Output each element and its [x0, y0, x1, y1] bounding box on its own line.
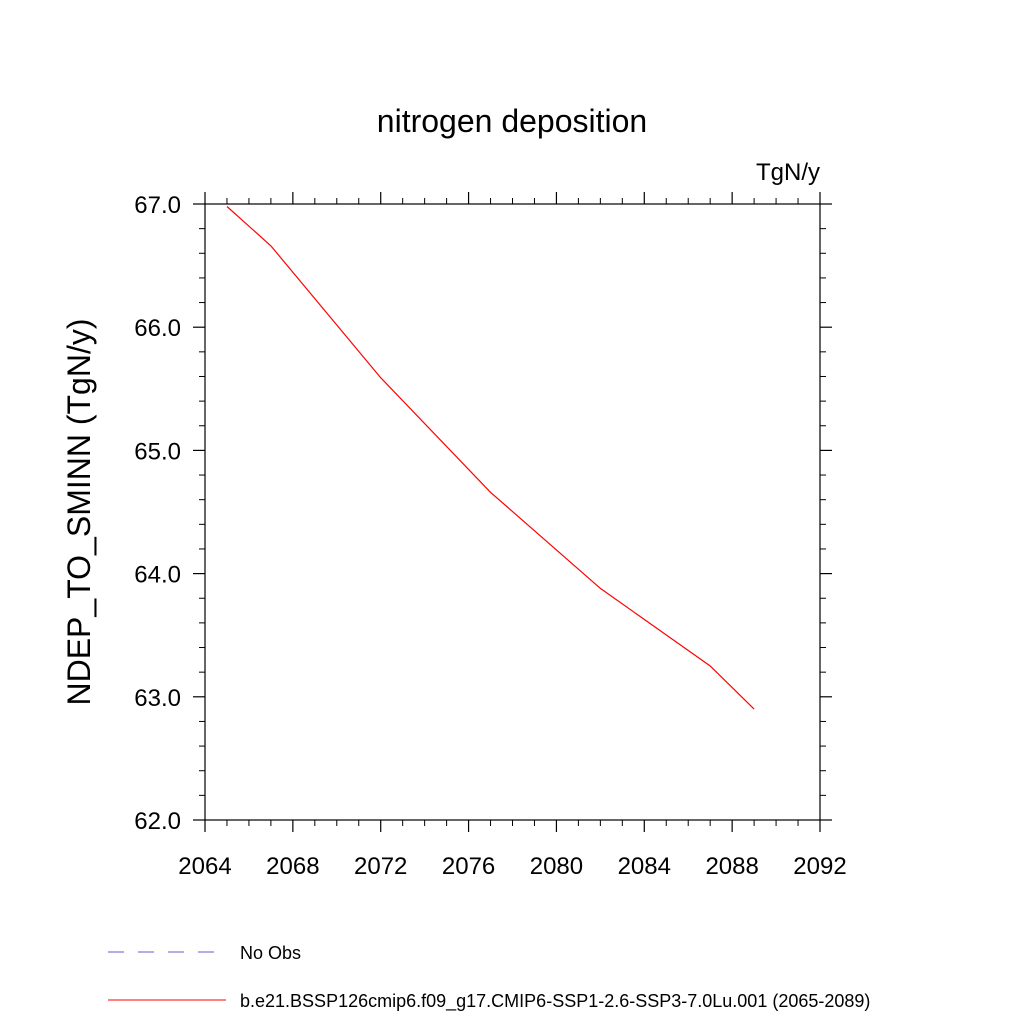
x-tick-label: 2076 [442, 853, 495, 880]
axis-ticks [193, 192, 832, 832]
x-tick-label: 2072 [354, 853, 407, 880]
x-tick-label: 2088 [705, 853, 758, 880]
axis-tick-labels: 2064 2068 2072 2076 2080 2084 2088 2092 62.0 63.0… [134, 192, 846, 880]
legend-label: No Obs [240, 943, 301, 963]
chart-title: nitrogen deposition [377, 103, 647, 139]
series-lines [226, 206, 755, 710]
y-axis-label: NDEP_TO_SMINN (TgN/y) [61, 318, 97, 705]
y-tick-label: 63.0 [134, 685, 181, 712]
legend: No Obs b.e21.BSSP126cmip6.f09_g17.CMIP6-S… [108, 943, 870, 1012]
y-tick-label: 66.0 [134, 315, 181, 342]
series-line [226, 206, 755, 710]
units-label: TgN/y [756, 159, 820, 186]
y-tick-label: 67.0 [134, 192, 181, 219]
x-tick-label: 2068 [266, 853, 319, 880]
legend-label: b.e21.BSSP126cmip6.f09_g17.CMIP6-SSP1-2.… [240, 991, 870, 1012]
y-tick-label: 64.0 [134, 562, 181, 589]
x-tick-label: 2064 [178, 853, 231, 880]
y-tick-label: 65.0 [134, 438, 181, 465]
y-tick-label: 62.0 [134, 808, 181, 835]
x-tick-label: 2092 [793, 853, 846, 880]
x-tick-label: 2084 [618, 853, 671, 880]
x-tick-label: 2080 [530, 853, 583, 880]
